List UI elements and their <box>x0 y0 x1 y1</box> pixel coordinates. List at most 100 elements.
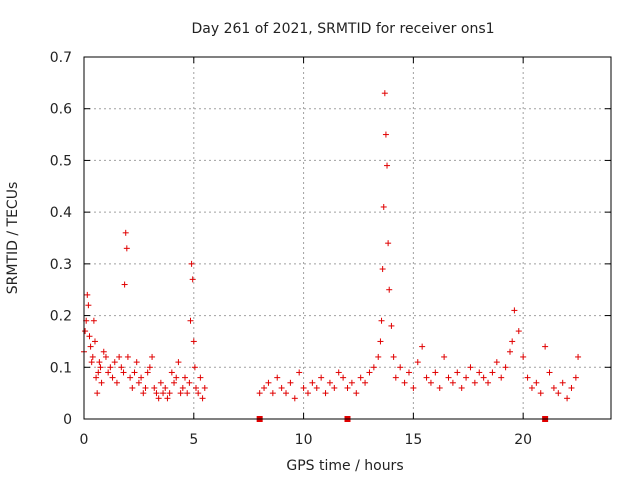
data-point <box>191 364 198 371</box>
data-point <box>173 374 180 381</box>
data-point <box>175 359 182 366</box>
data-point <box>366 369 373 376</box>
data-point <box>199 395 206 402</box>
data-point <box>265 379 272 386</box>
data-point <box>326 379 333 386</box>
data-point <box>340 374 347 381</box>
y-tick-label: 0.6 <box>50 102 72 118</box>
data-point <box>550 384 557 391</box>
data-point <box>489 369 496 376</box>
data-point <box>82 328 89 335</box>
data-point <box>379 266 386 273</box>
data-point <box>98 379 105 386</box>
data-point <box>397 364 404 371</box>
data-point <box>168 369 175 376</box>
data-point <box>142 384 149 391</box>
data-point <box>122 229 129 236</box>
data-point <box>471 379 478 386</box>
data-point <box>382 131 389 138</box>
data-point <box>445 374 452 381</box>
data-point <box>135 379 142 386</box>
data-point <box>131 369 138 376</box>
data-point <box>520 353 527 360</box>
data-point <box>390 353 397 360</box>
data-point <box>384 162 391 169</box>
data-point <box>454 369 461 376</box>
data-point <box>401 379 408 386</box>
data-point <box>123 245 130 252</box>
data-point <box>190 338 197 345</box>
data-point <box>300 384 307 391</box>
y-tick-label: 0.4 <box>50 205 72 221</box>
data-point <box>381 90 388 97</box>
data-point <box>138 374 145 381</box>
data-point <box>357 374 364 381</box>
x-tick-label: 20 <box>514 432 532 448</box>
data-point <box>410 384 417 391</box>
data-point <box>179 384 186 391</box>
data-point <box>291 395 298 402</box>
data-point <box>388 322 395 329</box>
data-point <box>515 328 522 335</box>
data-point <box>105 369 112 376</box>
data-point <box>120 369 127 376</box>
data-point <box>166 390 173 397</box>
x-axis-label: GPS time / hours <box>286 458 403 474</box>
data-point <box>405 369 412 376</box>
data-point <box>419 343 426 350</box>
data-point <box>318 374 325 381</box>
data-point <box>380 203 387 210</box>
data-point <box>353 390 360 397</box>
data-point <box>385 240 392 247</box>
data-point <box>564 395 571 402</box>
data-point <box>157 379 164 386</box>
data-point <box>528 384 535 391</box>
data-point <box>146 364 153 371</box>
data-point <box>113 379 120 386</box>
data-point <box>256 390 263 397</box>
data-point <box>575 353 582 360</box>
data-point <box>100 348 107 355</box>
data-point <box>155 395 162 402</box>
data-point <box>133 359 140 366</box>
y-tick-label: 0.2 <box>50 309 72 325</box>
data-point <box>559 379 566 386</box>
data-point <box>116 353 123 360</box>
data-point <box>188 260 195 267</box>
data-point <box>524 374 531 381</box>
data-point <box>261 384 268 391</box>
data-point <box>296 369 303 376</box>
data-point <box>427 379 434 386</box>
data-point <box>511 307 518 314</box>
x-tick-label: 0 <box>80 432 89 448</box>
x-tick-label: 10 <box>295 432 313 448</box>
data-point <box>414 359 421 366</box>
data-point <box>287 379 294 386</box>
data-point <box>309 379 316 386</box>
data-point <box>370 364 377 371</box>
data-point <box>95 369 102 376</box>
data-point <box>283 390 290 397</box>
data-point <box>192 384 199 391</box>
data-point <box>186 379 193 386</box>
data-point <box>480 374 487 381</box>
data-point <box>97 364 104 371</box>
data-point <box>153 390 160 397</box>
data-point <box>375 353 382 360</box>
data-point <box>171 379 178 386</box>
data-point <box>89 353 96 360</box>
data-point <box>144 369 151 376</box>
x-tick-label: 5 <box>189 432 198 448</box>
data-point <box>463 374 470 381</box>
data-point <box>274 374 281 381</box>
data-point <box>493 359 500 366</box>
data-point <box>162 384 169 391</box>
data-point <box>129 384 136 391</box>
data-point <box>124 353 131 360</box>
data-point <box>160 390 167 397</box>
data-point <box>344 384 351 391</box>
data-point <box>118 364 125 371</box>
data-point <box>278 384 285 391</box>
data-point <box>555 390 562 397</box>
